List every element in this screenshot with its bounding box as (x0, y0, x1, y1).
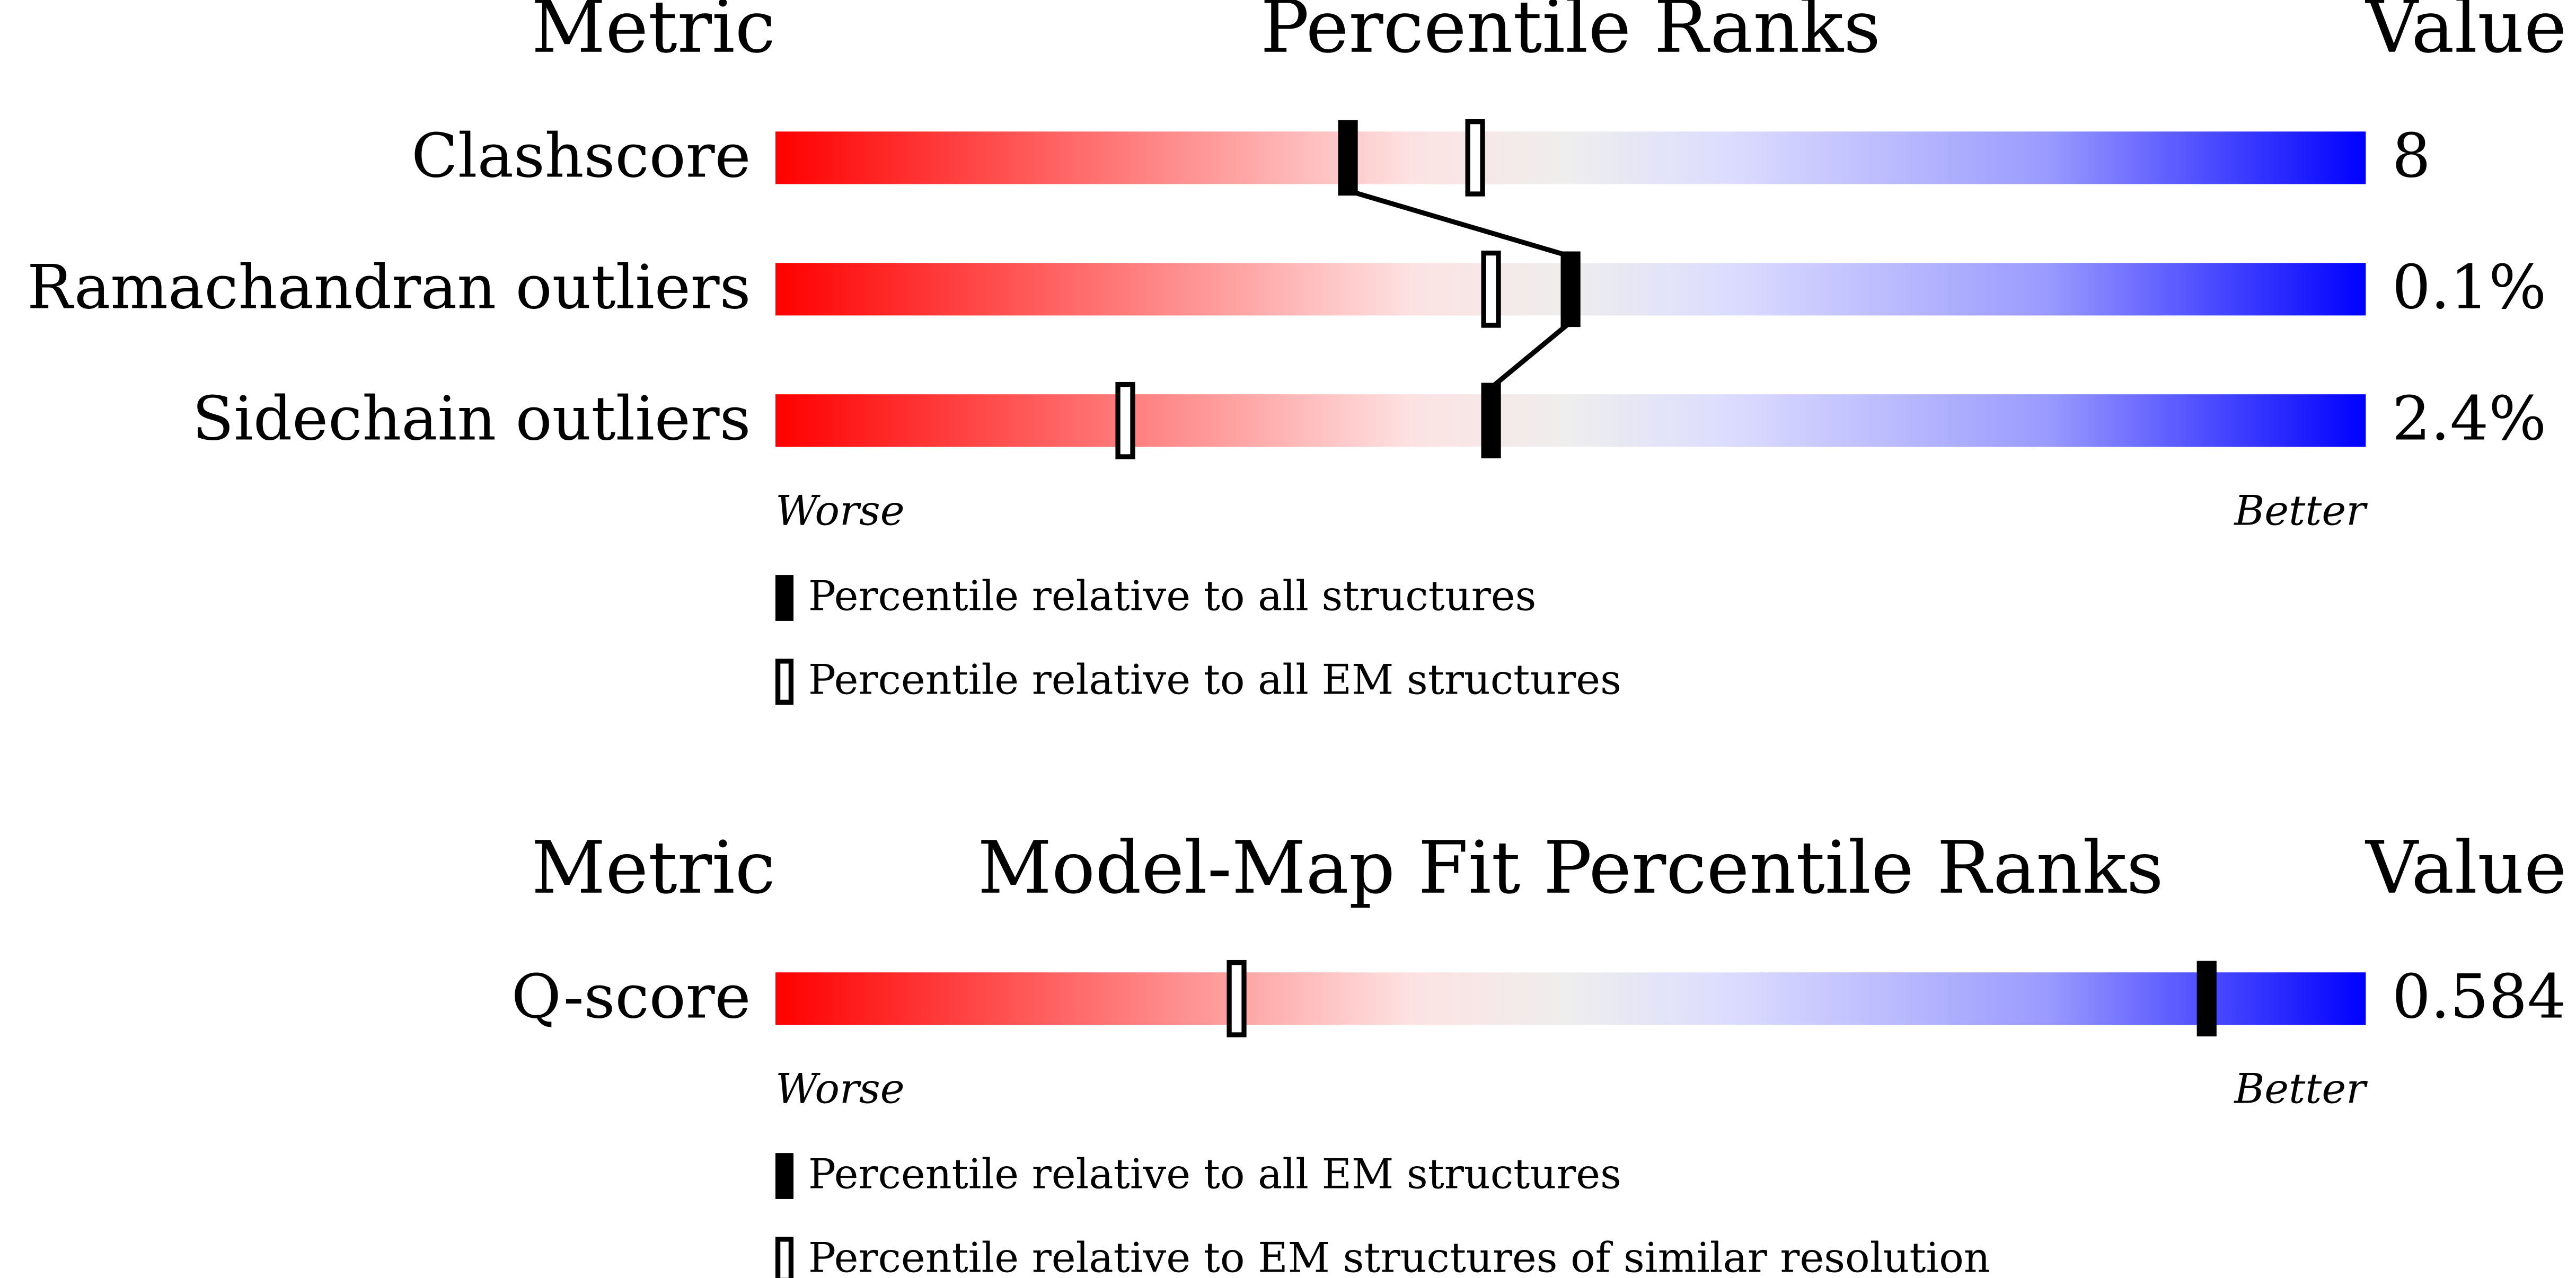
marker-open (1481, 250, 1501, 328)
metric-value: 8 (2392, 121, 2431, 192)
header-metric: Metric (532, 826, 775, 910)
connector (1489, 320, 1573, 390)
marker-solid (2196, 961, 2217, 1037)
legend-icon-solid (775, 1153, 794, 1199)
metric-value: 2.4% (2392, 384, 2546, 454)
connector (1347, 188, 1572, 259)
metric-label: Clashscore (411, 121, 751, 192)
metric-value: 0.1% (2392, 253, 2546, 323)
marker-solid (1338, 120, 1358, 196)
legend-icon-open (775, 1237, 794, 1278)
legend-icon-open (775, 659, 794, 705)
better-label: Better (2233, 487, 2368, 535)
header-metric: Metric (532, 0, 775, 69)
metric-value: 0.584 (2392, 962, 2566, 1032)
slider-bar (775, 394, 2366, 447)
marker-open (1115, 381, 1135, 459)
metric-label: Sidechain outliers (192, 384, 751, 454)
marker-open (1465, 119, 1485, 197)
metric-label: Ramachandran outliers (27, 253, 751, 323)
metric-label: Q-score (511, 962, 751, 1032)
marker-solid (1481, 383, 1501, 459)
slider-bar (775, 131, 2366, 184)
legend-label: Percentile relative to EM structures of … (808, 1235, 1990, 1278)
legend-label: Percentile relative to all EM structures (808, 656, 1621, 704)
legend-icon-solid (775, 575, 794, 621)
legend-label: Percentile relative to all structures (808, 573, 1536, 620)
marker-open (1227, 960, 1247, 1037)
worse-label: Worse (775, 1065, 905, 1113)
slider-bar (775, 972, 2366, 1025)
marker-solid (1560, 251, 1581, 327)
header-title: Model-Map Fit Percentile Ranks (977, 826, 2163, 910)
better-label: Better (2233, 1065, 2368, 1113)
worse-label: Worse (775, 487, 905, 535)
legend-label: Percentile relative to all EM structures (808, 1151, 1621, 1199)
header-value: Value (2365, 0, 2566, 69)
header-title: Percentile Ranks (1260, 0, 1881, 69)
header-value: Value (2365, 826, 2566, 910)
